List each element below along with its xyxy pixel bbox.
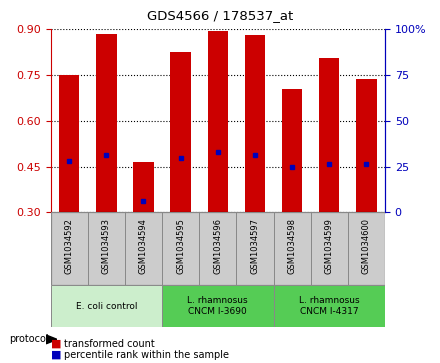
FancyBboxPatch shape: [199, 212, 236, 285]
Text: protocol: protocol: [9, 334, 48, 344]
Text: GSM1034592: GSM1034592: [65, 218, 73, 274]
Bar: [245, 34, 265, 212]
Text: E. coli control: E. coli control: [76, 302, 137, 310]
Text: GSM1034598: GSM1034598: [288, 218, 297, 274]
FancyBboxPatch shape: [162, 285, 274, 327]
Bar: [170, 52, 191, 212]
Bar: [208, 30, 228, 212]
FancyBboxPatch shape: [51, 212, 88, 285]
Text: GDS4566 / 178537_at: GDS4566 / 178537_at: [147, 9, 293, 22]
Bar: [282, 89, 302, 212]
FancyBboxPatch shape: [88, 212, 125, 285]
Bar: [319, 58, 340, 212]
Bar: [356, 79, 377, 212]
Text: GSM1034595: GSM1034595: [176, 218, 185, 274]
Text: GSM1034600: GSM1034600: [362, 218, 371, 274]
FancyBboxPatch shape: [162, 212, 199, 285]
Text: L. rhamnosus
CNCM I-3690: L. rhamnosus CNCM I-3690: [187, 296, 248, 316]
Polygon shape: [46, 335, 57, 344]
Text: GSM1034596: GSM1034596: [213, 218, 222, 274]
Text: transformed count: transformed count: [64, 339, 154, 349]
Bar: [96, 34, 117, 212]
FancyBboxPatch shape: [51, 285, 162, 327]
FancyBboxPatch shape: [274, 212, 311, 285]
Text: GSM1034597: GSM1034597: [250, 218, 260, 274]
Text: ■: ■: [51, 339, 61, 349]
Text: GSM1034594: GSM1034594: [139, 218, 148, 274]
FancyBboxPatch shape: [274, 285, 385, 327]
Text: GSM1034599: GSM1034599: [325, 218, 334, 274]
Text: percentile rank within the sample: percentile rank within the sample: [64, 350, 229, 360]
FancyBboxPatch shape: [311, 212, 348, 285]
FancyBboxPatch shape: [125, 212, 162, 285]
FancyBboxPatch shape: [236, 212, 274, 285]
Text: ■: ■: [51, 350, 61, 360]
Bar: [133, 162, 154, 212]
Text: L. rhamnosus
CNCM I-4317: L. rhamnosus CNCM I-4317: [299, 296, 359, 316]
FancyBboxPatch shape: [348, 212, 385, 285]
Text: GSM1034593: GSM1034593: [102, 218, 111, 274]
Bar: [59, 75, 79, 212]
